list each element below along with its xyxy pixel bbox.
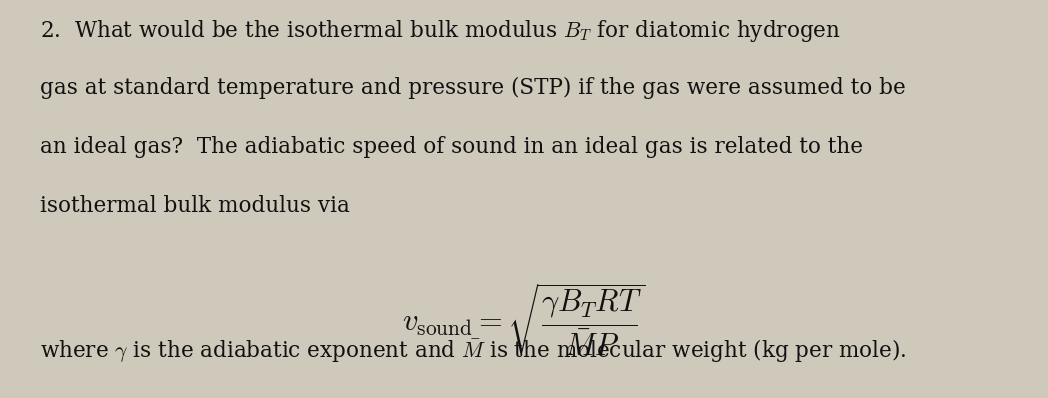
Text: gas at standard temperature and pressure (STP) if the gas were assumed to be: gas at standard temperature and pressure… [40,77,905,99]
Text: where $\gamma$ is the adiabatic exponent and $\bar{M}$ is the molecular weight (: where $\gamma$ is the adiabatic exponent… [40,337,907,365]
Text: 2.  What would be the isothermal bulk modulus $B_T$ for diatomic hydrogen: 2. What would be the isothermal bulk mod… [40,18,840,44]
Text: isothermal bulk modulus via: isothermal bulk modulus via [40,195,350,217]
Text: $v_\mathrm{sound} = \sqrt{\dfrac{\gamma B_T RT}{\bar{M}P}}$: $v_\mathrm{sound} = \sqrt{\dfrac{\gamma … [402,281,646,358]
Text: For hydrogen gas at STP, $v_\mathrm{sound}$ is measured to be 1290 m/s.  Assumin: For hydrogen gas at STP, $v_\mathrm{soun… [40,396,878,398]
Text: an ideal gas?  The adiabatic speed of sound in an ideal gas is related to the: an ideal gas? The adiabatic speed of sou… [40,136,863,158]
